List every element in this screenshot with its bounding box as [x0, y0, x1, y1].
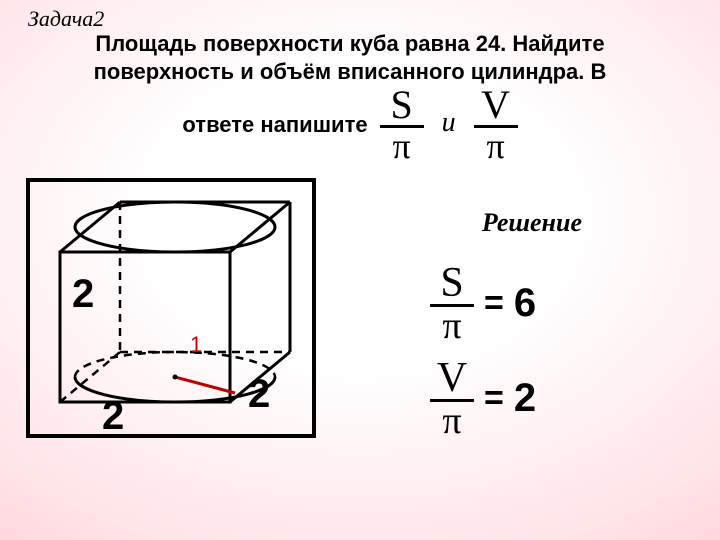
frac-numerator: S	[386, 85, 416, 125]
solution-heading: Решение	[482, 208, 582, 238]
frac-denominator: π	[430, 399, 474, 440]
answer-value: 6	[514, 281, 536, 326]
answer-s-over-pi: S π = 6	[430, 262, 536, 345]
answer-v-over-pi: V π = 2	[430, 357, 536, 440]
problem-line2: поверхность и объём вписанного цилиндра.…	[94, 59, 607, 84]
and-word: и	[442, 105, 456, 144]
fraction-v-over-pi: V π	[430, 357, 474, 440]
geometry-figure: 2 2 2 1	[26, 178, 316, 438]
answers-block: S π = 6 V π = 2	[430, 262, 536, 440]
frac-denominator: π	[380, 125, 424, 164]
frac-numerator: V	[433, 357, 471, 399]
frac-numerator: V	[477, 85, 514, 125]
dimension-front-edge: 2	[102, 394, 124, 439]
answer-value: 2	[514, 376, 536, 421]
problem-line1: Площадь поверхности куба равна 24. Найди…	[95, 31, 604, 56]
frac-denominator: π	[474, 125, 518, 164]
equals-sign: =	[484, 284, 504, 323]
fraction-v-over-pi: V π	[474, 85, 518, 164]
frac-numerator: S	[436, 262, 467, 304]
equals-sign: =	[484, 379, 504, 418]
fraction-s-over-pi: S π	[430, 262, 474, 345]
frac-denominator: π	[430, 304, 474, 345]
radius-label: 1	[190, 332, 202, 358]
fraction-s-over-pi: S π	[380, 85, 424, 164]
dimension-depth-edge: 2	[248, 372, 270, 417]
problem-statement: Площадь поверхности куба равна 24. Найди…	[50, 30, 650, 164]
dimension-height: 2	[72, 272, 94, 317]
answer-form-fractions: S π и V π	[380, 85, 518, 164]
problem-line3: ответе напишите	[182, 111, 367, 139]
problem-number: Задача2	[28, 6, 104, 32]
